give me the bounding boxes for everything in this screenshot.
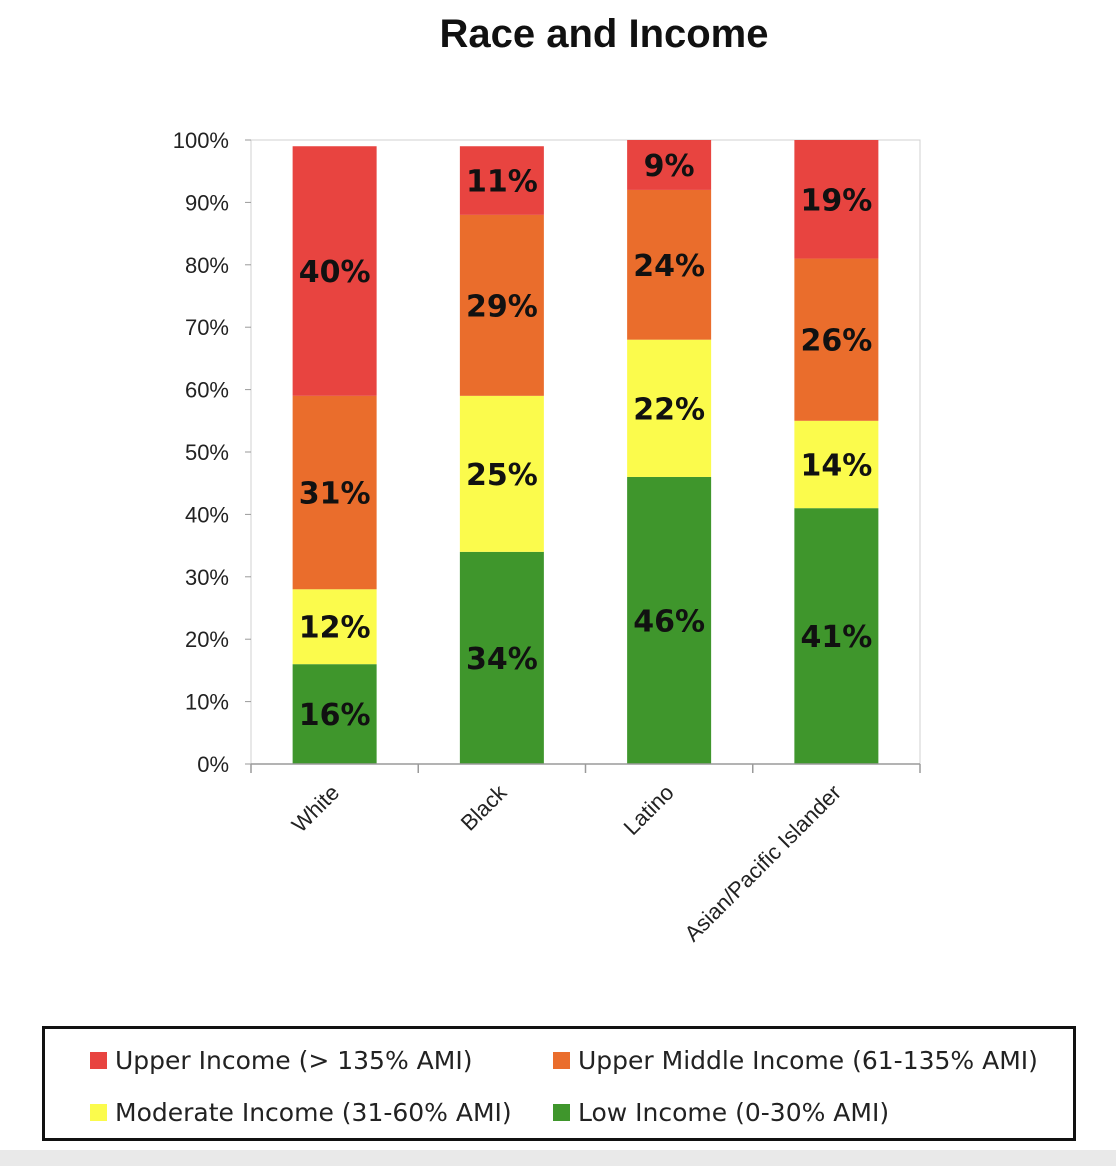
legend-label: Upper Income (> 135% AMI) (115, 1046, 473, 1075)
data-label: 41% (800, 620, 872, 655)
legend-swatch (553, 1104, 570, 1121)
bar-segment (292, 395, 377, 590)
y-tick-label: 40% (185, 502, 229, 527)
data-label: 16% (299, 698, 371, 733)
bar-segment (459, 146, 544, 215)
data-label: 9% (644, 149, 695, 184)
bar-segment (627, 339, 712, 477)
legend-label: Moderate Income (31-60% AMI) (115, 1098, 512, 1127)
data-label: 12% (299, 611, 371, 646)
x-tick-label: Latino (619, 780, 679, 840)
y-tick-label: 10% (185, 690, 229, 715)
legend-swatch (90, 1052, 107, 1069)
data-label: 19% (800, 183, 872, 218)
y-tick-label: 70% (185, 315, 229, 340)
bar-segment (292, 589, 377, 665)
bar-segment (459, 214, 544, 396)
data-label: 25% (466, 458, 538, 493)
bar-segment (627, 140, 712, 190)
legend-item-moderate-income: Moderate Income (31-60% AMI) (90, 1098, 512, 1127)
y-tick-label: 0% (197, 752, 229, 777)
legend-swatch (90, 1104, 107, 1121)
bar-segment (627, 189, 712, 340)
legend-label: Upper Middle Income (61-135% AMI) (578, 1046, 1038, 1075)
legend: Upper Income (> 135% AMI) Upper Middle I… (42, 1026, 1076, 1141)
data-label: 31% (299, 477, 371, 512)
data-label: 29% (466, 289, 538, 324)
legend-label: Low Income (0-30% AMI) (578, 1098, 890, 1127)
y-tick-label: 30% (185, 565, 229, 590)
bar-segment (794, 420, 879, 509)
data-label: 40% (299, 255, 371, 290)
legend-item-upper-income: Upper Income (> 135% AMI) (90, 1046, 472, 1075)
x-tick-label: Asian/Pacific Islander (680, 780, 846, 946)
bar-segment (627, 476, 712, 764)
data-label: 26% (800, 324, 872, 359)
bar-segment (794, 140, 879, 259)
data-label: 22% (633, 392, 705, 427)
y-tick-label: 100% (173, 128, 229, 153)
legend-item-low-income: Low Income (0-30% AMI) (553, 1098, 889, 1127)
y-tick-label: 90% (185, 190, 229, 215)
bar-segment (292, 664, 377, 764)
data-label: 11% (466, 165, 538, 200)
y-tick-label: 80% (185, 253, 229, 278)
y-axis: 0% 10% 20% 30% 40% 50% 60% 70% 80% 90% 100% (173, 128, 251, 777)
bar-segment (794, 258, 879, 421)
bar-segment (292, 146, 377, 396)
x-axis: White Black Latino Asian/Pacific Islander (250, 763, 921, 946)
y-tick-label: 60% (185, 378, 229, 403)
bars: 16% 12% 31% 40% 34% 25% 29% 11% 46% 22% 24% 9% 41% 14… (292, 140, 879, 764)
data-label: 34% (466, 642, 538, 677)
x-tick-label: Black (456, 779, 512, 835)
y-tick-label: 50% (185, 440, 229, 465)
data-label: 14% (800, 448, 872, 483)
y-tick-label: 20% (185, 627, 229, 652)
bar-segment (459, 551, 544, 764)
data-label: 46% (633, 604, 705, 639)
bottom-strip (0, 1150, 1116, 1166)
data-label: 24% (633, 249, 705, 284)
x-tick-label: White (287, 780, 344, 837)
legend-item-upper-middle-income: Upper Middle Income (61-135% AMI) (553, 1046, 1038, 1075)
legend-swatch (553, 1052, 570, 1069)
bar-segment (459, 395, 544, 552)
chart-title: Race and Income (439, 12, 768, 56)
bar-segment (794, 508, 879, 764)
